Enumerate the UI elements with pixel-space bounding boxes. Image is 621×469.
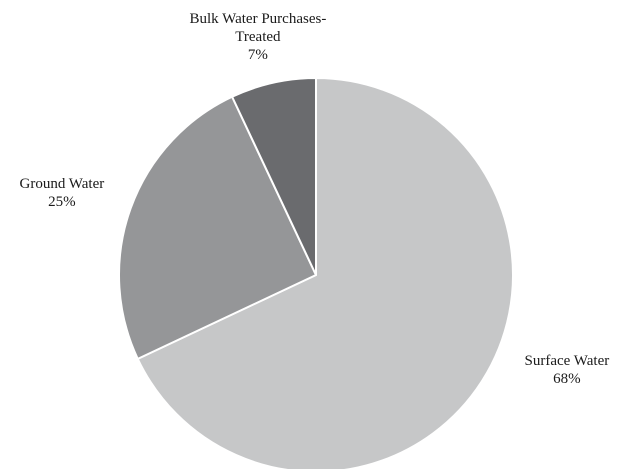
slice-label-surface-water-percent: 68%: [553, 371, 581, 387]
slice-label-bulk-water-purchases-treated: Bulk Water Purchases- Treated 7%: [190, 10, 327, 64]
slice-label-surface-water-name: Surface Water: [524, 353, 610, 369]
slice-label-ground-water: Ground Water 25%: [20, 175, 105, 211]
slice-label-bulk-water-percent: 7%: [247, 47, 268, 63]
slice-label-bulk-water-name-line-2: Treated: [235, 29, 281, 45]
slice-label-ground-water-name: Ground Water: [19, 176, 105, 192]
slice-label-surface-water: Surface Water 68%: [525, 352, 610, 388]
pie-slice-ground-water: [118, 95, 317, 360]
pie-slice-surface-water: [136, 77, 514, 469]
slice-label-ground-water-percent: 25%: [48, 194, 76, 210]
slice-label-bulk-water-name-line-1: Bulk Water Purchases-: [189, 11, 327, 27]
pie-slice-bulk-water-purchases-treated: [231, 77, 317, 276]
